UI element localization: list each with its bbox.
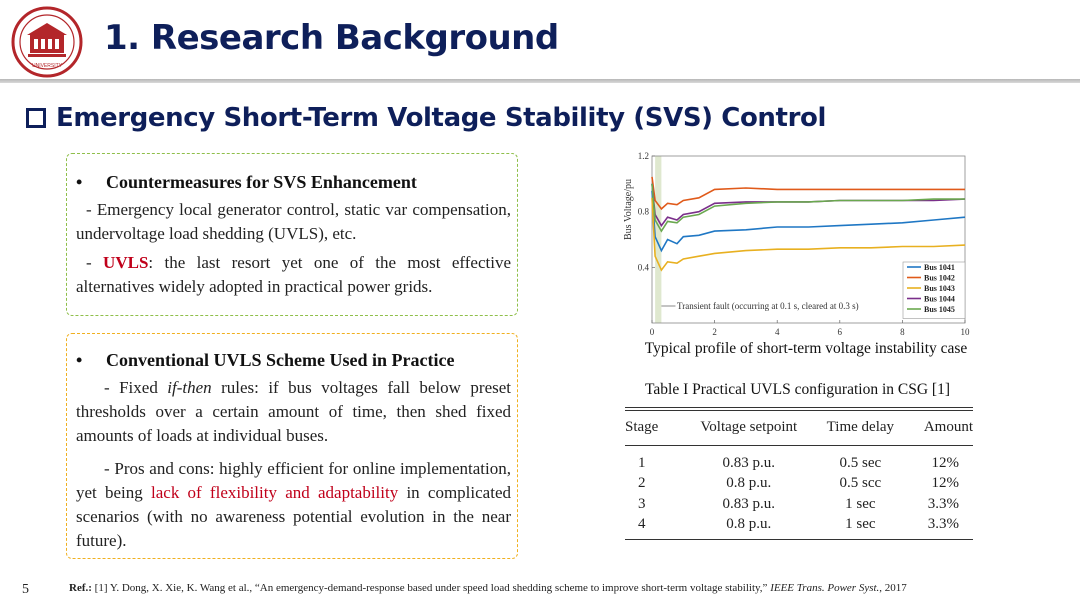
chart-caption: Typical profile of short-term voltage in… (644, 340, 968, 357)
header-stage: Stage (625, 411, 683, 446)
x-tick-label: 10 (961, 327, 971, 337)
university-logo: UNIVERSITY (11, 6, 83, 78)
ref-label: Ref.: (69, 582, 92, 594)
ref-year: , 2017 (879, 582, 907, 594)
page-number: 5 (22, 582, 29, 597)
item1-a: - Fixed (104, 378, 168, 397)
bullet-dot: • (76, 172, 83, 192)
table-row: 1 0.83 p.u. 0.5 sec 12% (625, 446, 973, 474)
cell-amount: 3.3% (927, 516, 959, 533)
table-top-rule-2 (625, 410, 973, 411)
x-tick-label: 2 (712, 327, 717, 337)
table-row: 3 0.83 p.u. 1 sec 3.3% (625, 494, 973, 515)
cell-delay: 1 sec (845, 495, 876, 512)
ref-text: [1] Y. Dong, X. Xie, K. Wang et al., “An… (91, 582, 771, 594)
cell-stage: 3 (638, 495, 646, 512)
fault-shading (655, 156, 662, 323)
header-amount: Amount (906, 411, 973, 446)
cell-amount: 12% (931, 475, 960, 492)
uvls-scheme-heading-text: Conventional UVLS Scheme Used in Practic… (106, 350, 455, 370)
page-title: 1. Research Background (104, 18, 559, 58)
y-tick-label: 0.8 (638, 207, 650, 217)
uvls-scheme-item-1: - Fixed if-then rules: if bus voltages f… (76, 376, 511, 448)
table-bottom-rule (625, 539, 973, 540)
countermeasures-heading: • Countermeasures for SVS Enhancement (76, 170, 511, 194)
cell-stage: 1 (638, 455, 646, 472)
logo-text: UNIVERSITY (32, 63, 63, 69)
header-time-delay: Time delay (814, 411, 907, 446)
series-line (651, 176, 965, 211)
cell-delay: 0.5 sec (839, 455, 882, 472)
x-tick-label: 6 (838, 327, 843, 337)
item1-b: rules: if bus voltages fall below preset… (76, 378, 511, 445)
item2-prefix: - (86, 253, 92, 272)
table-row: 4 0.8 p.u. 1 sec 3.3% (625, 515, 973, 536)
cell-stage: 2 (638, 475, 646, 492)
cell-delay: 0.5 scc (839, 475, 882, 492)
cell-stage: 4 (638, 516, 646, 533)
countermeasures-item-2: - UVLS: the last resort yet one of the m… (76, 251, 511, 299)
legend-label: Bus 1044 (924, 295, 955, 304)
section-subtitle: Emergency Short-Term Voltage Stability (… (56, 103, 826, 133)
cell-voltage: 0.8 p.u. (726, 516, 772, 533)
table-header-row: Stage Voltage setpoint Time delay Amount (625, 411, 973, 446)
table-row: 2 0.8 p.u. 0.5 scc 12% (625, 474, 973, 495)
section-heading: Emergency Short-Term Voltage Stability (… (26, 103, 826, 133)
uvls-config-table: Stage Voltage setpoint Time delay Amount… (625, 407, 973, 540)
annotation-text: Transient fault (occurring at 0.1 s, cle… (677, 301, 859, 311)
countermeasures-item-1: - Emergency local generator control, sta… (76, 200, 511, 243)
y-tick-label: 1.2 (638, 151, 649, 161)
cell-voltage: 0.8 p.u. (726, 475, 772, 492)
bullet-dot: • (76, 350, 83, 370)
header-voltage-setpoint: Voltage setpoint (683, 411, 815, 446)
voltage-chart: 0 2 4 6 8 10 0.4 0.8 1.2 Bus Voltage/pu Transient … (623, 151, 971, 337)
ref-journal: IEEE Trans. Power Syst. (770, 582, 880, 594)
table-top-rule (625, 407, 973, 408)
series-line (651, 197, 966, 272)
legend-label: Bus 1042 (924, 274, 955, 283)
table-caption: Table I Practical UVLS configuration in … (645, 381, 950, 398)
x-tick-label: 4 (775, 327, 780, 337)
reference: Ref.: [1] Y. Dong, X. Xie, K. Wang et al… (69, 582, 907, 594)
cell-amount: 12% (931, 455, 960, 472)
series-line (651, 183, 965, 233)
if-then-text: if-then (167, 378, 212, 397)
item2-b: in complicated scenarios (with no awaren… (76, 483, 511, 550)
cell-amount: 3.3% (927, 495, 959, 512)
title-divider (0, 79, 1080, 83)
uvls-highlight: UVLS (103, 253, 149, 272)
legend-label: Bus 1043 (924, 284, 955, 293)
countermeasures-heading-text: Countermeasures for SVS Enhancement (106, 172, 417, 192)
flexibility-highlight: lack of flexibility and adaptability (151, 483, 399, 502)
cell-voltage: 0.83 p.u. (722, 455, 776, 472)
square-bullet-icon (26, 108, 46, 128)
cell-voltage: 0.83 p.u. (722, 495, 776, 512)
legend-label: Bus 1045 (924, 305, 955, 314)
x-tick-label: 8 (900, 327, 905, 337)
uvls-scheme-heading: • Conventional UVLS Scheme Used in Practi… (76, 348, 511, 372)
item2-a: - Pros and cons: highly efficient for on… (76, 459, 511, 502)
uvls-scheme-panel: • Conventional UVLS Scheme Used in Practi… (66, 333, 518, 559)
legend-label: Bus 1041 (924, 263, 955, 272)
series-line (651, 190, 966, 253)
plot-frame (651, 155, 966, 324)
countermeasures-panel: • Countermeasures for SVS Enhancement - E… (66, 153, 518, 316)
cell-delay: 1 sec (845, 516, 876, 533)
y-axis-label: Bus Voltage/pu (623, 179, 634, 240)
y-tick-label: 0.4 (638, 262, 650, 272)
uvls-scheme-item-2: - Pros and cons: highly efficient for on… (76, 457, 511, 553)
x-tick-label: 0 (650, 327, 655, 337)
item2-rest: : the last resort yet one of the most ef… (76, 253, 511, 296)
